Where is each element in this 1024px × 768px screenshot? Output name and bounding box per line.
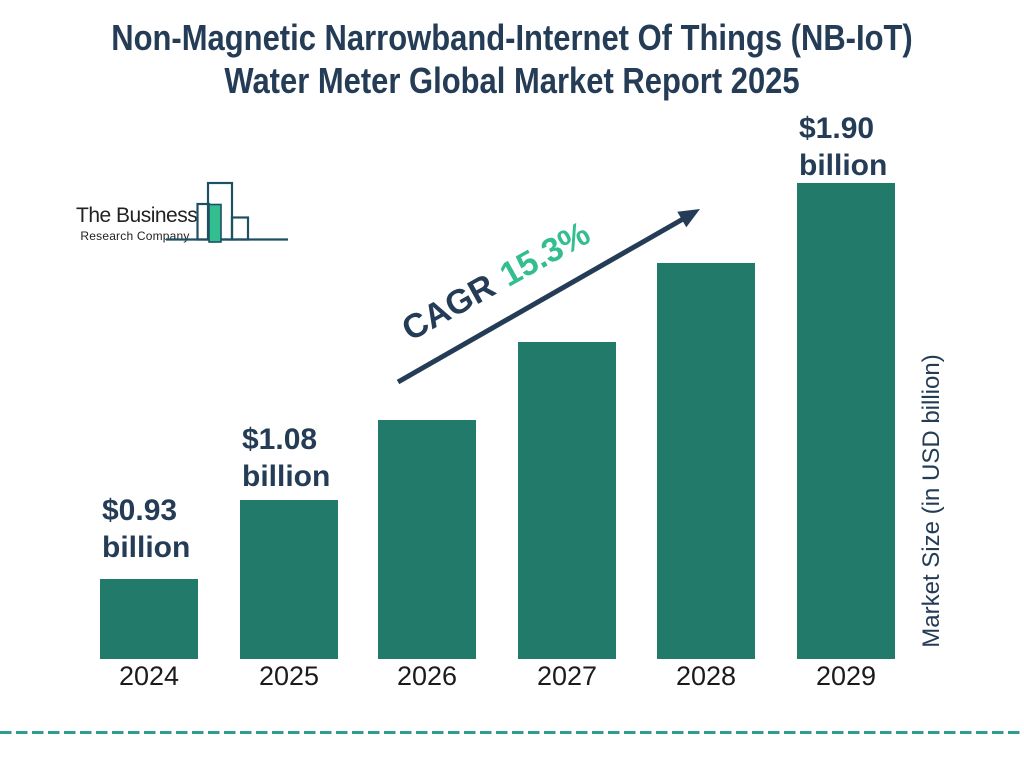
value-label-amount-2024: $0.93: [102, 494, 178, 527]
logo-company-subtitle: Research Company: [80, 229, 190, 243]
logo-bar-chart-icon: [166, 181, 288, 243]
x-label-2028: 2028: [675, 661, 737, 691]
value-label-2024: $0.93 billion: [102, 492, 190, 566]
y-axis-title: Market Size (in USD billion): [918, 354, 945, 648]
bar-2025: [240, 500, 338, 659]
brand-logo-text: The Business Research Company: [76, 204, 198, 243]
value-label-unit-2024: billion: [102, 531, 191, 564]
bar-2027: [518, 342, 616, 659]
value-label-amount-2025: $1.08: [242, 423, 318, 456]
x-label-2027: 2027: [536, 661, 598, 691]
x-label-2025: 2025: [258, 661, 320, 691]
page-title-line-2: Water Meter Global Market Report 2025: [224, 60, 800, 101]
bar-2026: [378, 420, 476, 659]
value-label-2025: $1.08 billion: [242, 421, 330, 495]
cagr-value: 15.3%: [493, 214, 597, 295]
bar-2024: [100, 579, 198, 659]
value-label-amount-2029: $1.90: [799, 112, 875, 145]
bar-2028: [657, 263, 755, 659]
value-label-unit-2025: billion: [242, 460, 331, 493]
x-label-2029: 2029: [815, 661, 877, 691]
cagr-annotation: CAGR15.3%: [386, 209, 609, 361]
value-label-unit-2029: billion: [799, 149, 888, 182]
x-label-2024: 2024: [118, 661, 180, 691]
value-label-2029: $1.90 billion: [799, 110, 887, 184]
cagr-label: CAGR: [395, 266, 502, 349]
bar-2029: [797, 183, 895, 659]
page-title-line-1: Non-Magnetic Narrowband-Internet Of Thin…: [111, 17, 913, 58]
page-title: Non-Magnetic Narrowband-Internet Of Thin…: [72, 16, 953, 102]
x-label-2026: 2026: [396, 661, 458, 691]
bottom-dashed-divider: [0, 731, 1024, 734]
logo-company-name: The Business: [76, 204, 198, 227]
